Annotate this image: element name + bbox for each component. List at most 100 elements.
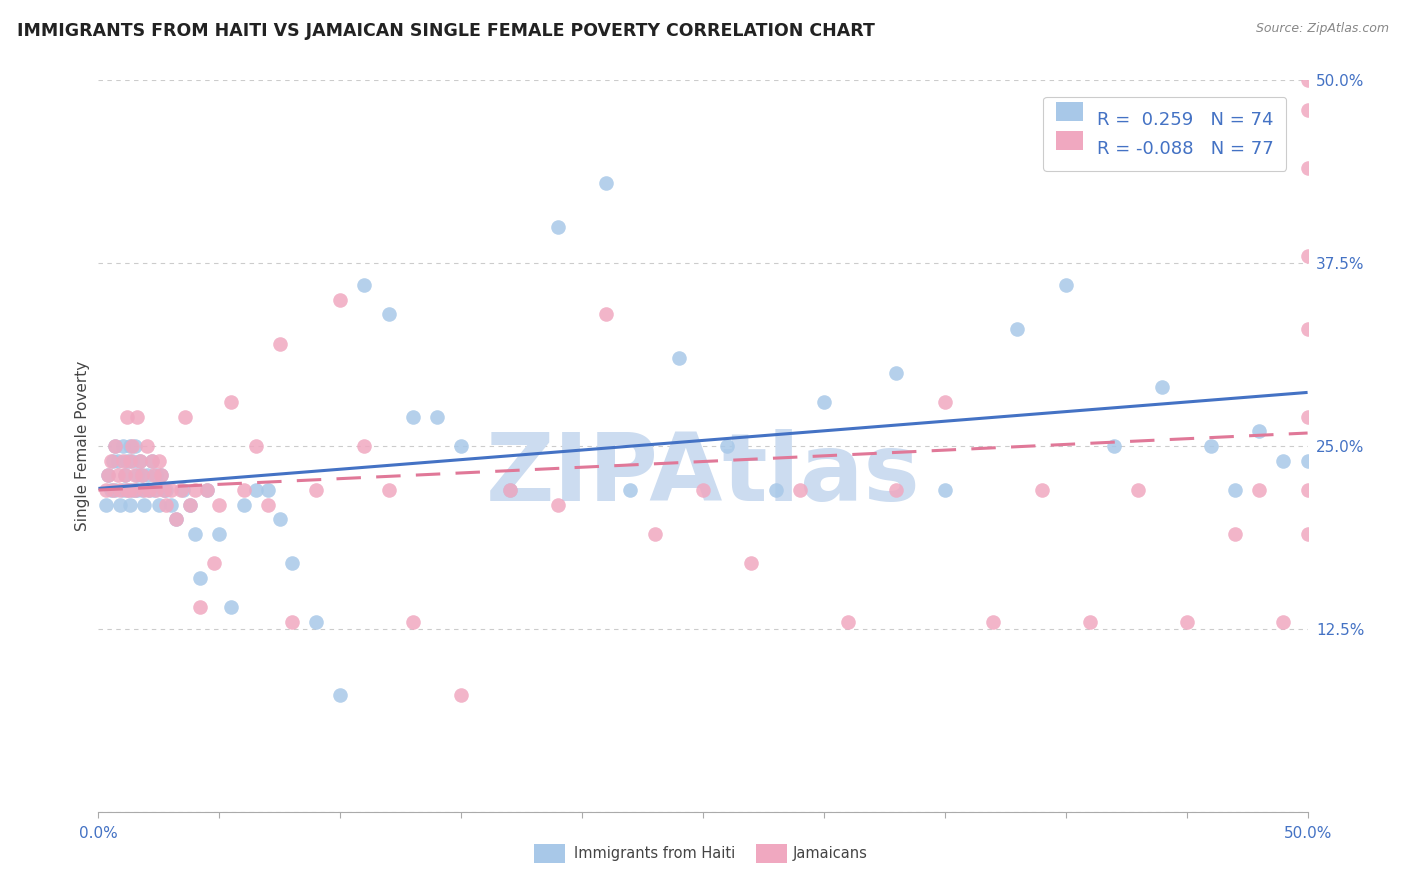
Point bbox=[104, 439, 127, 453]
Point bbox=[160, 483, 183, 497]
Point bbox=[111, 483, 134, 497]
Point bbox=[668, 351, 690, 366]
Point bbox=[117, 483, 139, 497]
Point bbox=[886, 483, 908, 497]
Point bbox=[114, 468, 136, 483]
Point bbox=[1249, 483, 1271, 497]
Point bbox=[595, 307, 617, 321]
Point bbox=[1199, 439, 1222, 453]
Point bbox=[188, 571, 211, 585]
Point bbox=[124, 483, 146, 497]
Point bbox=[169, 483, 191, 497]
Point bbox=[174, 409, 197, 424]
Point bbox=[245, 439, 267, 453]
Point bbox=[450, 439, 472, 453]
Point bbox=[1102, 439, 1125, 453]
Point bbox=[107, 453, 129, 467]
Point bbox=[934, 483, 956, 497]
Point bbox=[1223, 526, 1246, 541]
Point bbox=[595, 176, 617, 190]
Point bbox=[450, 688, 472, 702]
Point bbox=[547, 219, 569, 234]
Point bbox=[97, 468, 120, 483]
Point bbox=[131, 468, 153, 483]
Text: Jamaicans: Jamaicans bbox=[793, 847, 868, 861]
Point bbox=[353, 439, 375, 453]
Point bbox=[104, 439, 127, 453]
Point bbox=[765, 483, 787, 497]
Point bbox=[117, 409, 139, 424]
Point bbox=[94, 483, 117, 497]
Point bbox=[195, 483, 218, 497]
Point bbox=[124, 483, 146, 497]
Point bbox=[124, 468, 146, 483]
Point bbox=[135, 439, 157, 453]
Point bbox=[100, 483, 122, 497]
Point bbox=[1296, 249, 1319, 263]
Point bbox=[305, 615, 328, 629]
Point bbox=[232, 483, 254, 497]
Point bbox=[138, 483, 160, 497]
Point bbox=[131, 483, 153, 497]
Point bbox=[498, 483, 520, 497]
Point bbox=[305, 483, 328, 497]
Point bbox=[108, 498, 131, 512]
Point bbox=[353, 278, 375, 293]
Point bbox=[184, 526, 207, 541]
Point bbox=[547, 498, 569, 512]
Point bbox=[111, 439, 134, 453]
Point bbox=[1223, 483, 1246, 497]
Point bbox=[837, 615, 859, 629]
Point bbox=[245, 483, 267, 497]
Point bbox=[152, 483, 174, 497]
Point bbox=[789, 483, 811, 497]
Point bbox=[1296, 526, 1319, 541]
Point bbox=[1031, 483, 1053, 497]
Point bbox=[155, 498, 177, 512]
Point bbox=[281, 556, 304, 570]
Point bbox=[1078, 615, 1101, 629]
Point bbox=[117, 453, 139, 467]
Point bbox=[127, 483, 149, 497]
Point bbox=[118, 483, 141, 497]
Point bbox=[118, 498, 141, 512]
Point bbox=[934, 395, 956, 409]
Point bbox=[117, 483, 139, 497]
Point bbox=[1296, 161, 1319, 175]
Point bbox=[221, 599, 243, 614]
Point bbox=[1296, 453, 1319, 467]
Point bbox=[256, 498, 278, 512]
Point bbox=[498, 483, 520, 497]
Point bbox=[111, 453, 134, 467]
Point bbox=[281, 615, 304, 629]
Y-axis label: Single Female Poverty: Single Female Poverty bbox=[75, 361, 90, 531]
Point bbox=[1007, 322, 1029, 336]
Point bbox=[150, 468, 173, 483]
Point bbox=[644, 526, 666, 541]
Point bbox=[150, 468, 173, 483]
Text: ZIPAtlas: ZIPAtlas bbox=[485, 429, 921, 521]
Point bbox=[141, 453, 163, 467]
Point bbox=[152, 483, 174, 497]
Point bbox=[329, 688, 352, 702]
Point bbox=[101, 483, 124, 497]
Point bbox=[148, 498, 170, 512]
Point bbox=[172, 483, 194, 497]
Point bbox=[97, 468, 120, 483]
Point bbox=[1128, 483, 1150, 497]
Point bbox=[101, 453, 124, 467]
Point bbox=[128, 453, 150, 467]
Point bbox=[121, 453, 143, 467]
Point bbox=[127, 409, 149, 424]
Point bbox=[188, 599, 211, 614]
Point bbox=[1272, 453, 1295, 467]
Point bbox=[377, 307, 399, 321]
Point bbox=[118, 453, 141, 467]
Point bbox=[179, 498, 201, 512]
Point bbox=[134, 483, 156, 497]
Point bbox=[138, 483, 160, 497]
Point bbox=[135, 468, 157, 483]
Point bbox=[184, 483, 207, 497]
Point bbox=[145, 468, 167, 483]
Text: Source: ZipAtlas.com: Source: ZipAtlas.com bbox=[1256, 22, 1389, 36]
